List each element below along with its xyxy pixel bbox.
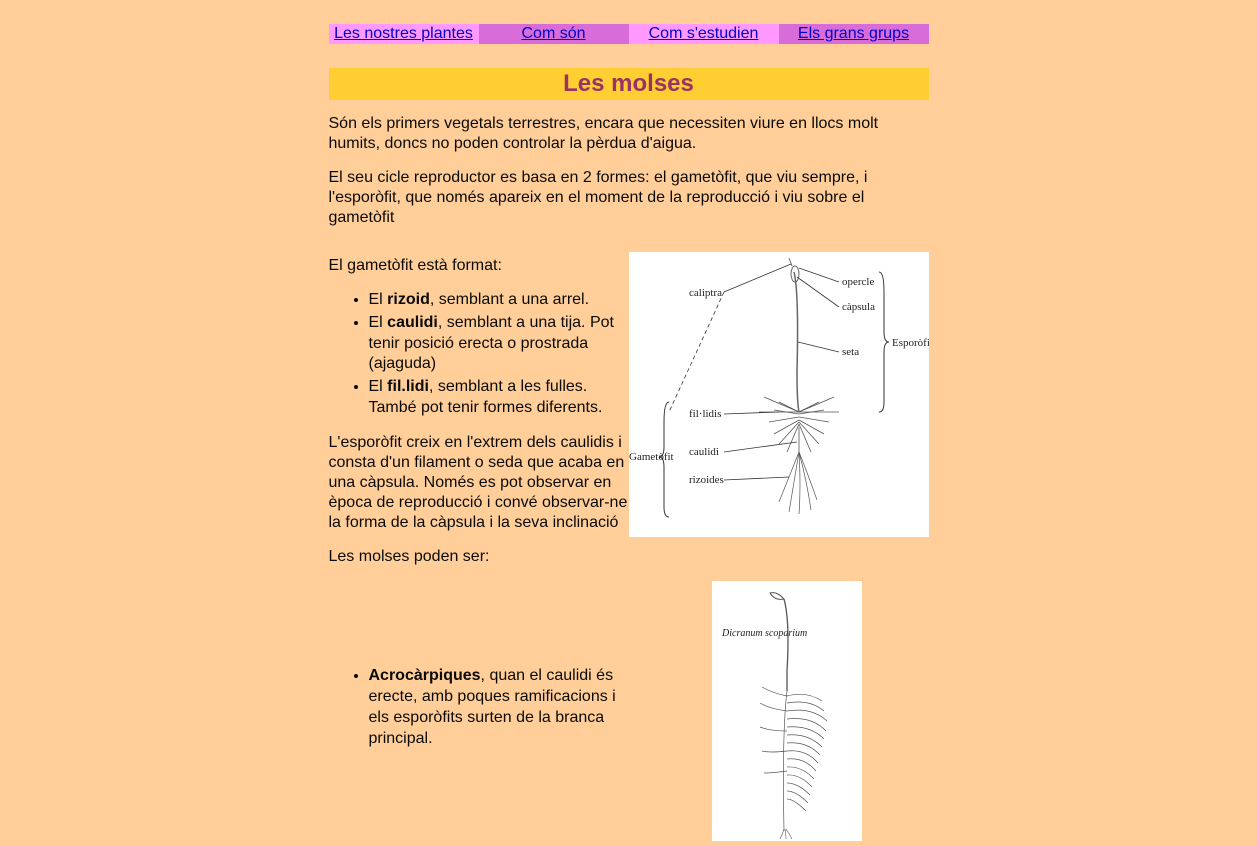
diagram-label-caulidi: caulidi <box>689 446 719 458</box>
diagram-label-seta: seta <box>842 346 859 358</box>
diagram-label-rizoides: rizoides <box>689 474 724 486</box>
gametofit-parts-list: El rizoid, semblant a una arrel. El caul… <box>329 290 629 419</box>
acrocarpic-moss-diagram: Dicranum scoparium <box>712 581 862 841</box>
diagram-caption: Dicranum scoparium <box>721 628 807 639</box>
nav-cell-comson[interactable]: Com són <box>479 24 629 44</box>
gametofit-intro: El gametòfit està format: <box>329 256 629 276</box>
diagram-label-opercle: opercle <box>842 276 874 288</box>
diagram-label-gametofit: Gametòfit <box>629 451 674 463</box>
list-item: El fil.lidi, semblant a les fulles. Tamb… <box>369 377 629 419</box>
nav-link-grups[interactable]: Els grans grups <box>798 25 909 42</box>
intro-paragraph-1: Són els primers vegetals terrestres, enc… <box>329 114 929 154</box>
diagram-label-fillidis: fil·lidis <box>689 408 721 420</box>
top-nav: Les nostres plantes Com són Com s'estudi… <box>329 24 929 44</box>
esporofit-paragraph: L'esporòfit creix en l'extrem dels cauli… <box>329 433 629 533</box>
diagram-label-esporofit: Esporòfit <box>892 337 929 349</box>
page-title: Les molses <box>329 68 929 100</box>
nav-link-plantes[interactable]: Les nostres plantes <box>334 25 473 42</box>
nav-cell-grups[interactable]: Els grans grups <box>779 24 929 44</box>
list-item: El caulidi, semblant a una tija. Pot ten… <box>369 313 629 375</box>
moss-anatomy-diagram: Esporòfit Gametòfit caliptra opercle càp… <box>629 252 929 537</box>
moss-types-list: Acrocàrpiques, quan el caulidi és erecte… <box>329 666 629 749</box>
intro-paragraph-2: El seu cicle reproductor es basa en 2 fo… <box>329 168 929 228</box>
types-intro: Les molses poden ser: <box>329 547 629 567</box>
diagram-label-capsula: càpsula <box>842 301 875 313</box>
diagram-label-caliptra: caliptra <box>689 287 722 299</box>
list-item: El rizoid, semblant a una arrel. <box>369 290 629 311</box>
nav-cell-plantes[interactable]: Les nostres plantes <box>329 24 479 44</box>
nav-link-estudien[interactable]: Com s'estudien <box>649 25 759 42</box>
nav-cell-estudien[interactable]: Com s'estudien <box>629 24 779 44</box>
list-item: Acrocàrpiques, quan el caulidi és erecte… <box>369 666 629 749</box>
nav-link-comson[interactable]: Com són <box>521 25 585 42</box>
